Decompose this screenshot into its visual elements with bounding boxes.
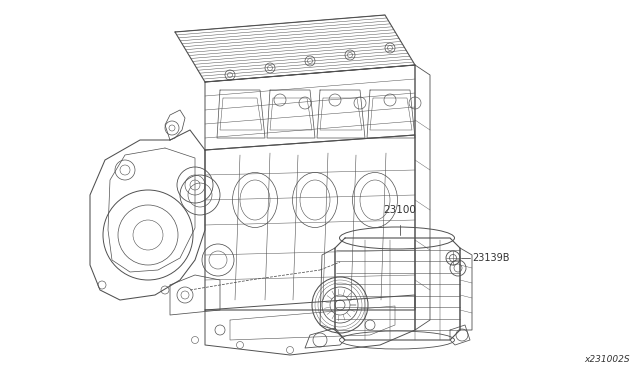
Text: 23139B: 23139B [472, 253, 509, 263]
Text: 23100: 23100 [383, 205, 417, 215]
Text: x231002S: x231002S [584, 355, 630, 364]
